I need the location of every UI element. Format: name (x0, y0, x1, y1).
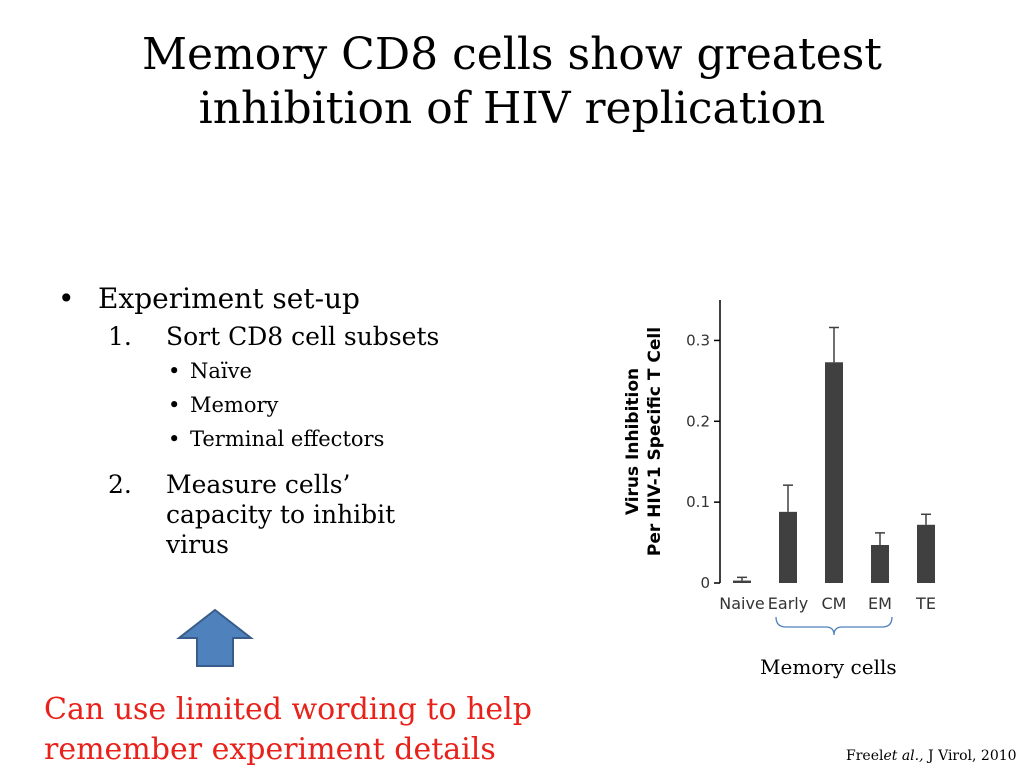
note-line-2: remember experiment details (44, 732, 496, 767)
x-label-naive: Naive (719, 594, 765, 613)
y-axis-ticks: 0 0.1 0.2 0.3 (686, 331, 720, 592)
bullet-marker: • (58, 282, 75, 315)
slide-title: Memory CD8 cells show greatest inhibitio… (60, 28, 964, 136)
bar-te (917, 524, 935, 583)
bar-naive (733, 580, 751, 583)
step-2-line-2: capacity to inhibit (166, 500, 396, 529)
subset-text: Memory (190, 393, 279, 417)
step-2-line-3: virus (166, 530, 230, 559)
y-tick-label: 0 (700, 574, 710, 592)
virus-inhibition-bar-chart: Virus Inhibition Per HIV-1 Specific T Ce… (623, 300, 936, 636)
subset-text: Terminal effectors (190, 427, 385, 451)
citation-journal: J Virol, 2010 (923, 748, 1017, 764)
x-label-cm: CM (822, 594, 847, 613)
subset-item-memory: • Memory (168, 392, 528, 418)
title-line-1: Memory CD8 cells show greatest (141, 29, 882, 80)
bullet-experiment-setup: • Experiment set-up (58, 282, 528, 316)
step-2: 2. Measure cells’ capacity to inhibit vi… (108, 470, 528, 560)
step-1-text: Sort CD8 cell subsets (166, 322, 440, 351)
experiment-content: • Experiment set-up 1. Sort CD8 cell sub… (58, 282, 528, 560)
y-axis-title: Virus Inhibition Per HIV-1 Specific T Ce… (623, 327, 665, 556)
step-2-text: Measure cells’ capacity to inhibit virus (166, 470, 426, 560)
y-tick-label: 0.3 (686, 331, 710, 349)
bar-em (871, 544, 889, 583)
subset-marker: • (168, 393, 181, 417)
bracket-label: Memory cells (760, 655, 897, 679)
title-line-2: inhibition of HIV replication (198, 83, 826, 134)
subset-item-naive: • Naïve (168, 358, 528, 384)
subset-list: • Naïve • Memory • Terminal effectors (168, 358, 528, 452)
up-arrow-icon (176, 608, 254, 667)
citation: Freelet al., J Virol, 2010 (846, 748, 1017, 764)
subset-marker: • (168, 359, 181, 383)
x-label-te: TE (915, 594, 936, 613)
x-label-em: EM (868, 594, 892, 613)
bar-early (779, 511, 797, 583)
y-axis-title-line-1: Virus Inhibition (623, 368, 643, 515)
subset-marker: • (168, 427, 181, 451)
bars (733, 326, 935, 583)
y-tick-label: 0.1 (686, 493, 710, 511)
step-2-line-1: Measure cells’ (166, 470, 351, 499)
note-line-1: Can use limited wording to help (44, 692, 532, 727)
step-1-number: 1. (108, 322, 132, 351)
bar-cm (825, 362, 843, 583)
study-tip-note: Can use limited wording to help remember… (44, 690, 532, 770)
citation-et-al: et al., (883, 748, 924, 764)
y-tick-label: 0.2 (686, 412, 710, 430)
step-2-number: 2. (108, 470, 132, 499)
bullet-text: Experiment set-up (98, 282, 360, 315)
citation-author: Freel (846, 748, 884, 764)
x-label-early: Early (768, 594, 808, 613)
subset-text: Naïve (190, 359, 252, 383)
memory-cells-bracket (775, 616, 893, 636)
y-axis-title-line-2: Per HIV-1 Specific T Cell (645, 327, 665, 556)
subset-item-terminal-effectors: • Terminal effectors (168, 426, 528, 452)
step-1: 1. Sort CD8 cell subsets (108, 322, 528, 352)
x-axis-labels: Naive Early CM EM TE (719, 594, 936, 613)
